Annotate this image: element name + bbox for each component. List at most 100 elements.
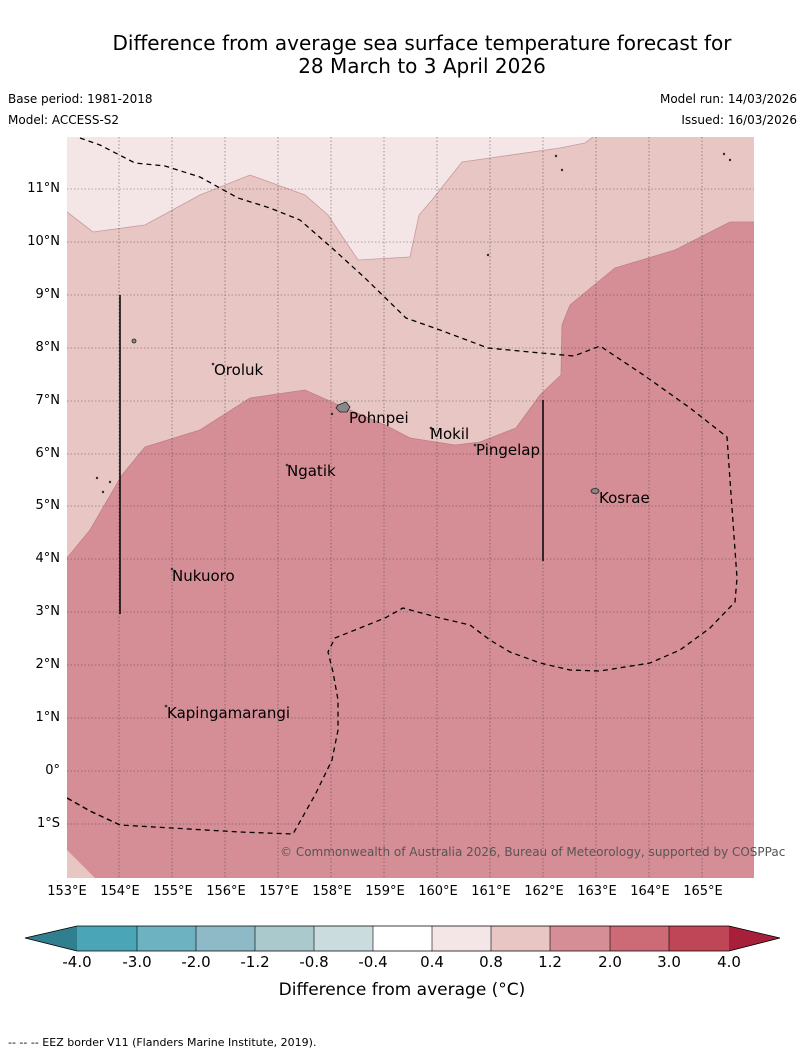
lat-label-7n: 7°N: [35, 393, 61, 408]
islet-d: [330, 412, 334, 416]
lon-label-156e: 156°E: [206, 884, 246, 899]
base-period: Base period: 1981-2018: [8, 92, 153, 106]
contour-1-2: [67, 221, 754, 559]
islet-h: [728, 158, 732, 162]
colorbar-low-extension: [25, 926, 77, 951]
lat-label-1n: 1°N: [35, 710, 61, 725]
ngatik-atoll: [285, 463, 289, 467]
place-mokil: Mokil: [430, 425, 470, 443]
issued-date: Issued: 16/03/2026: [681, 113, 797, 127]
islet-a: [95, 476, 99, 480]
lon-label-153e: 153°E: [47, 884, 87, 899]
colorbar-tick: 4.0: [717, 953, 741, 971]
lat-label-1s: 1°S: [36, 816, 60, 831]
lon-label-154e: 154°E: [100, 884, 140, 899]
lat-label-3n: 3°N: [35, 604, 61, 619]
colorbar: [24, 925, 781, 952]
place-pohnpei: Pohnpei: [349, 409, 409, 427]
lat-label-11n: 11°N: [27, 181, 60, 196]
colorbar-segment: [77, 926, 137, 951]
lat-label-9n: 9°N: [35, 287, 61, 302]
colorbar-tick: 1.2: [538, 953, 562, 971]
colorbar-tick: -0.4: [358, 953, 388, 971]
band-0-4-to-0-8: [67, 137, 593, 260]
place-pingelap: Pingelap: [476, 441, 541, 459]
colorbar-segment: [196, 926, 255, 951]
nukuoro-atoll: [170, 567, 174, 571]
lat-label-8n: 8°N: [35, 340, 61, 355]
place-kosrae: Kosrae: [599, 489, 650, 507]
islet-b: [108, 480, 112, 484]
colorbar-tick: -4.0: [62, 953, 92, 971]
colorbar-outline: [24, 925, 781, 952]
colorbar-tick: 2.0: [598, 953, 622, 971]
colorbar-tick: 0.4: [420, 953, 444, 971]
lat-label-10n: 10°N: [27, 234, 60, 249]
lon-label-159e: 159°E: [365, 884, 405, 899]
colorbar-tick: -0.8: [299, 953, 329, 971]
band-0-8-to-1-2-sw-corner: [67, 850, 95, 878]
lon-label-155e: 155°E: [153, 884, 193, 899]
pingelap-atoll: [473, 443, 477, 447]
islet-c: [101, 490, 105, 494]
lat-label-2n: 2°N: [35, 657, 61, 672]
pohnpei-island: [335, 401, 351, 413]
eez-north: [67, 137, 738, 835]
oroluk-atoll: [211, 362, 215, 366]
colorbar-segment: [669, 926, 729, 951]
colorbar-tick: -1.2: [240, 953, 270, 971]
map-svg: [67, 137, 754, 878]
title-line-1: Difference from average sea surface temp…: [112, 31, 732, 55]
place-ngatik: Ngatik: [287, 462, 336, 480]
title-line-2: 28 March to 3 April 2026: [298, 54, 546, 78]
lat-label-4n: 4°N: [35, 551, 61, 566]
islands: [95, 152, 732, 708]
kosrae-island: [590, 488, 600, 494]
lat-label-6n: 6°N: [35, 446, 61, 461]
colorbar-segment: [550, 926, 610, 951]
lon-label-162e: 162°E: [524, 884, 564, 899]
kapingamarangi-atoll: [164, 704, 168, 708]
colorbar-tick: 0.8: [479, 953, 503, 971]
lon-label-160e: 160°E: [418, 884, 458, 899]
colorbar-dividers: [136, 926, 670, 951]
copyright-notice: © Commonwealth of Australia 2026, Bureau…: [280, 845, 786, 859]
eez-footnote: -- -- -- EEZ border V11 (Flanders Marine…: [8, 1036, 317, 1049]
lon-label-158e: 158°E: [312, 884, 352, 899]
graticule: [67, 137, 754, 878]
model-name: Model: ACCESS-S2: [8, 113, 120, 127]
islet-e: [554, 154, 558, 158]
place-kapingamarangi: Kapingamarangi: [167, 704, 291, 722]
place-oroluk: Oroluk: [214, 361, 264, 379]
colorbar-tick: -3.0: [122, 953, 152, 971]
place-nukuoro: Nukuoro: [172, 567, 235, 585]
mokil-atoll: [429, 426, 433, 430]
lon-label-165e: 165°E: [683, 884, 723, 899]
lat-label-5n: 5°N: [35, 498, 61, 513]
eez-south-tail: [67, 797, 121, 826]
colorbar-segment: [491, 926, 550, 951]
model-run: Model run: 14/03/2026: [659, 92, 797, 106]
lon-label-163e: 163°E: [577, 884, 617, 899]
islet-i: [486, 253, 490, 257]
colorbar-segment: [373, 926, 432, 951]
colorbar-segment: [255, 926, 314, 951]
lon-label-161e: 161°E: [471, 884, 511, 899]
colorbar-segment: [610, 926, 669, 951]
colorbar-tick: 3.0: [657, 953, 681, 971]
chart-title: Difference from average sea surface temp…: [0, 32, 804, 78]
lat-label-0: 0°: [45, 763, 60, 778]
colorbar-tick: -2.0: [181, 953, 211, 971]
eez-borders: [67, 137, 738, 835]
colorbar-high-extension: [729, 926, 780, 951]
lon-label-164e: 164°E: [630, 884, 670, 899]
colorbar-segment: [137, 926, 196, 951]
colorbar-segment: [432, 926, 491, 951]
colorbar-segment: [314, 926, 373, 951]
lon-label-157e: 157°E: [259, 884, 299, 899]
islet-g: [722, 152, 726, 156]
contour-0-8: [67, 137, 594, 261]
colorbar-label: Difference from average (°C): [278, 980, 526, 1000]
islet-f: [560, 168, 564, 172]
sst-anomaly-map: [67, 137, 754, 878]
